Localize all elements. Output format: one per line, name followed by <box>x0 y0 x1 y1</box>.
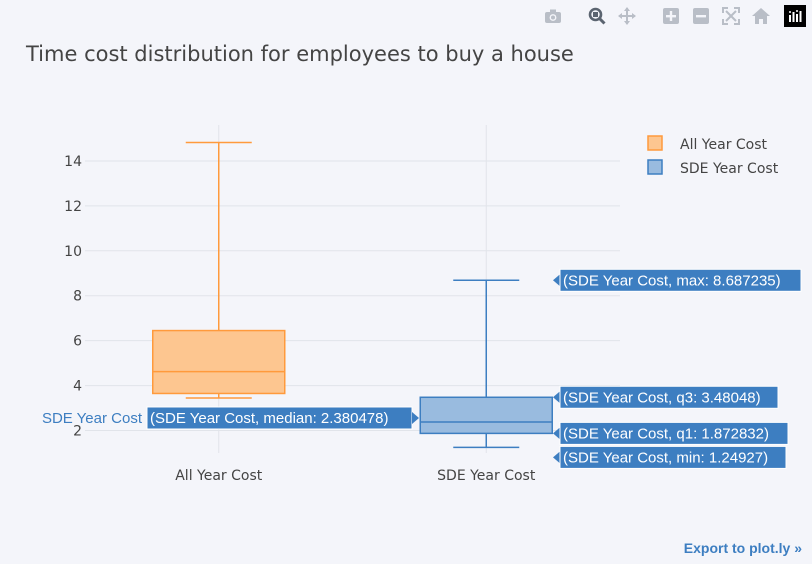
legend-label-0: All Year Cost <box>680 137 768 153</box>
x-tick-label-0: All Year Cost <box>175 468 263 484</box>
hover-pointer-min <box>553 451 560 464</box>
hover-label-q3: (SDE Year Cost, q3: 3.48048) <box>563 389 761 406</box>
export-link[interactable]: Export to plot.ly » <box>683 540 802 556</box>
hover-box-min <box>559 445 787 469</box>
y-tick-label-12: 12 <box>64 199 82 215</box>
hover-pointer-q3 <box>553 391 560 404</box>
chart-title: Time cost distribution for employees to … <box>26 42 574 66</box>
autoscale-icon[interactable] <box>718 5 744 27</box>
y-tick-label-4: 4 <box>73 379 82 395</box>
hover-box-q3 <box>559 385 779 409</box>
modebar <box>540 5 806 27</box>
y-tick-label-8: 8 <box>73 289 82 305</box>
hover-label-median: (SDE Year Cost, median: 2.380478) <box>150 410 388 427</box>
hover-box-max <box>559 268 802 292</box>
pan-icon[interactable] <box>614 5 640 27</box>
hover-trace-label: SDE Year Cost <box>42 410 143 427</box>
hover-label-max: (SDE Year Cost, max: 8.687235) <box>563 272 781 289</box>
hover-label-min: (SDE Year Cost, min: 1.24927) <box>563 449 768 466</box>
y-tick-label-6: 6 <box>73 334 82 350</box>
zoom-out-icon[interactable] <box>688 5 714 27</box>
hover-pointer-q1 <box>553 427 560 440</box>
hover-pointer-median <box>412 411 419 424</box>
legend-label-1: SDE Year Cost <box>680 161 779 177</box>
home-icon[interactable] <box>748 5 774 27</box>
hover-label-q1: (SDE Year Cost, q1: 1.872832) <box>563 425 769 442</box>
y-tick-label-14: 14 <box>64 154 82 170</box>
plotly-logo-icon[interactable] <box>784 5 806 27</box>
x-tick-label-1: SDE Year Cost <box>437 468 536 484</box>
box-sde-year-cost-iqr <box>419 396 553 435</box>
box-all-year-cost-iqr <box>152 329 286 395</box>
legend-swatch-1 <box>647 159 663 175</box>
hover-pointer-max <box>553 274 560 287</box>
hover-box-q1 <box>559 421 789 445</box>
zoom-icon[interactable] <box>584 5 610 27</box>
zoom-in-icon[interactable] <box>658 5 684 27</box>
legend-swatch-0 <box>647 135 663 151</box>
y-tick-label-10: 10 <box>64 244 82 260</box>
camera-icon[interactable] <box>540 5 566 27</box>
y-tick-label-2: 2 <box>73 424 82 440</box>
